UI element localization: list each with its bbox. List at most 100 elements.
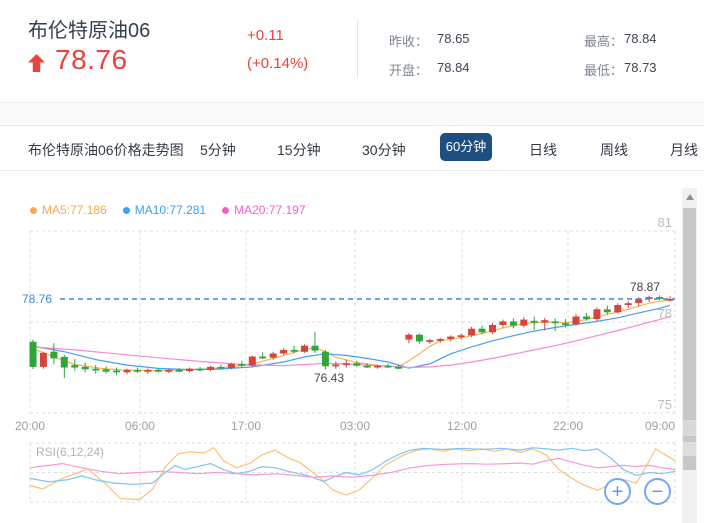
tab-5min[interactable]: 5分钟 — [200, 142, 236, 158]
rsi-RSI6 — [29, 447, 676, 501]
candle-body — [175, 369, 183, 372]
candle-body — [509, 321, 517, 326]
candle-body — [624, 303, 632, 305]
candle-body — [301, 345, 308, 352]
candle-body — [530, 320, 538, 323]
x-tick-label: 20:00 — [15, 419, 45, 433]
instrument-title: 布伦特原油06 — [28, 20, 151, 42]
x-tick-label: 17:00 — [231, 419, 261, 433]
legend-ma20: MA20:77.197 — [222, 203, 306, 217]
ma10-value: MA10:77.281 — [134, 203, 207, 217]
candle-body — [645, 297, 653, 299]
tabbar-top-border — [0, 125, 704, 126]
x-tick-label: 12:00 — [447, 419, 477, 433]
ma-line-MA20 — [32, 315, 671, 369]
tab-60min-active[interactable]: 60分钟 — [440, 133, 492, 161]
low-value: 78.73 — [624, 60, 657, 75]
tab-30min[interactable]: 30分钟 — [362, 142, 406, 158]
candle-body — [426, 340, 434, 342]
current-price-line-label: 78.76 — [22, 292, 53, 306]
rsi-indicator-label: RSI(6,12,24) — [36, 445, 105, 459]
candle-body — [248, 356, 256, 366]
open-label: 开盘： — [389, 63, 429, 78]
header-bottom-border — [0, 102, 704, 103]
candle-body — [186, 368, 194, 372]
candle-body — [60, 356, 68, 368]
open-value: 78.84 — [437, 60, 470, 75]
candle-body — [332, 364, 340, 367]
candle-body — [227, 363, 235, 369]
candle-body — [583, 316, 590, 319]
candle-body — [50, 351, 58, 359]
candle-body — [311, 345, 319, 351]
candle-body — [436, 339, 444, 341]
y-tick-label: 75 — [658, 397, 672, 412]
scrollbar-thumb[interactable] — [683, 208, 696, 470]
candle-body — [269, 353, 277, 358]
candle-body — [468, 328, 476, 336]
candles — [29, 295, 674, 379]
prev-close-label: 昨收： — [389, 34, 429, 49]
candle-body — [551, 321, 559, 324]
tab-15min[interactable]: 15分钟 — [277, 142, 321, 158]
x-tick-label: 22:00 — [553, 419, 583, 433]
tab-daily[interactable]: 日线 — [529, 142, 557, 158]
chart-title: 布伦特原油06价格走势图 — [28, 142, 184, 158]
grid-lines — [29, 230, 676, 503]
candle-body — [81, 366, 89, 370]
candle-body — [541, 320, 549, 323]
candle-body — [133, 369, 141, 372]
candle-body — [217, 366, 225, 369]
legend-ma5: MA5:77.186 — [30, 203, 107, 217]
candle-body — [374, 365, 382, 368]
candle-body — [363, 365, 371, 368]
candle-body — [92, 368, 100, 371]
candle-body — [113, 370, 120, 373]
rsi-RSI24 — [29, 457, 676, 478]
ma-legend: MA5:77.186 MA10:77.281 MA20:77.197 — [30, 203, 306, 217]
candle-body — [144, 369, 152, 372]
candle-body — [353, 363, 361, 366]
candle-body — [666, 298, 674, 301]
ma-lines — [32, 299, 671, 372]
y-tick-label: 78 — [658, 306, 672, 321]
header-divider — [357, 20, 358, 78]
ma20-dot-icon — [222, 206, 230, 214]
zoom-out-button[interactable]: − — [644, 478, 671, 505]
candle-body — [102, 369, 110, 372]
candle-body — [593, 309, 601, 319]
high-label: 最高： — [584, 34, 624, 49]
chart-panel: 81 78 75 20:00 06:00 17:00 03:00 12:00 22:00 09:0… — [0, 170, 704, 523]
price-change: +0.11 — [247, 27, 284, 44]
candlestick-chart[interactable]: 81 78 75 20:00 06:00 17:00 03:00 12:00 22:00 09:0… — [0, 170, 704, 523]
candle-body — [635, 298, 643, 304]
candle-body — [562, 323, 570, 325]
candle-body — [447, 336, 455, 339]
low-label: 最低： — [584, 63, 624, 78]
candle-body — [29, 341, 37, 367]
candle-body — [165, 369, 173, 372]
price-up-arrow-icon — [28, 54, 45, 72]
candle-body — [572, 316, 580, 325]
ma5-value: MA5:77.186 — [42, 203, 107, 217]
tab-weekly[interactable]: 周线 — [600, 142, 628, 158]
candle-body — [384, 365, 392, 368]
y-tick-label: 81 — [658, 215, 672, 230]
candle-body — [154, 369, 162, 372]
rsi-RSI12 — [29, 447, 676, 485]
candle-body — [489, 325, 496, 333]
scrollbar-up-icon[interactable] — [686, 194, 694, 200]
tab-monthly[interactable]: 月线 — [670, 142, 698, 158]
candle-body — [39, 352, 47, 367]
candle-body — [457, 335, 465, 338]
candle-body — [71, 365, 79, 368]
zoom-in-button[interactable]: + — [604, 478, 631, 505]
scrollbar-watermark — [683, 442, 696, 456]
chart-low-annotation: 76.43 — [314, 371, 345, 385]
x-tick-label: 03:00 — [340, 419, 370, 433]
candle-body — [321, 351, 329, 367]
last-price: 78.76 — [55, 44, 128, 75]
candle-body — [290, 349, 298, 352]
candle-body — [280, 349, 288, 354]
